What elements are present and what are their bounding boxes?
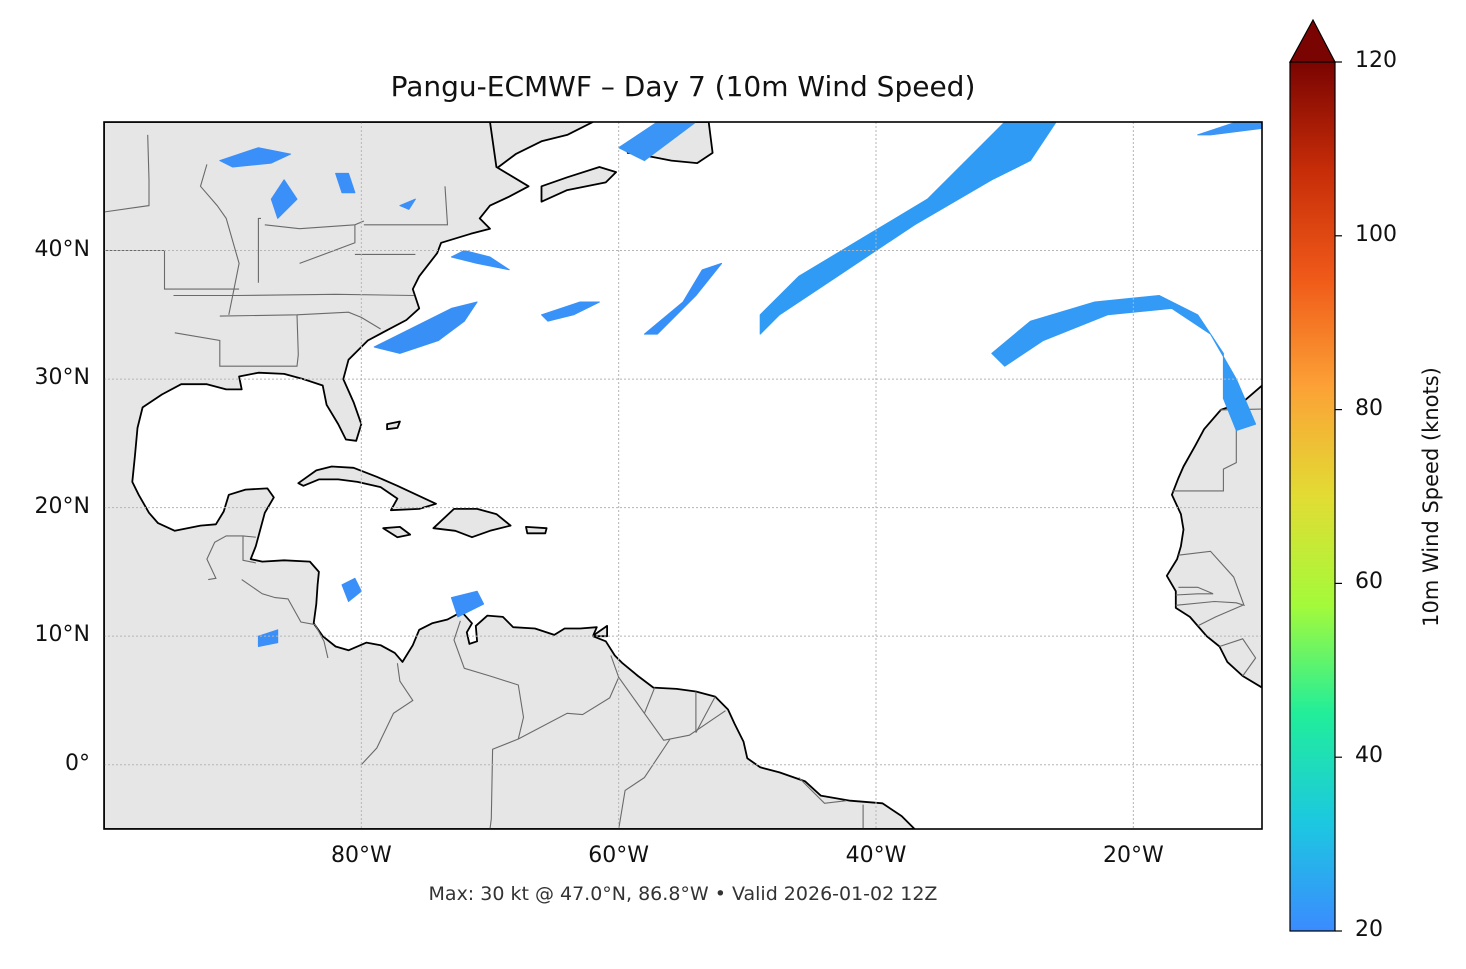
border-line <box>299 224 356 264</box>
border-line <box>104 249 240 290</box>
colorbar <box>1288 18 1342 932</box>
map-frame <box>103 121 1263 830</box>
border-line <box>798 777 847 804</box>
border-line <box>1197 604 1243 627</box>
wind-area-atlantic-patch <box>541 301 600 322</box>
land-layer <box>104 122 1262 829</box>
lat-tick-label: 30°N <box>34 365 90 391</box>
wind-area-caribbean-1 <box>450 590 485 618</box>
wind-area-off-new-england <box>450 250 510 271</box>
border-line <box>219 311 381 330</box>
colorbar-tick-label: 80 <box>1355 395 1383 421</box>
cuba <box>297 465 437 512</box>
border-line <box>174 314 299 367</box>
wind-area-great-lakes-2 <box>270 179 298 219</box>
wind-area-pacific-patch <box>257 629 279 647</box>
wind-area-great-lakes-4 <box>399 198 416 210</box>
border-line <box>242 535 256 564</box>
lat-tick-label: 0° <box>65 750 90 776</box>
border-line <box>104 134 150 213</box>
border-line <box>173 293 415 297</box>
africa <box>1165 384 1262 689</box>
trinidad <box>593 625 608 638</box>
border-line <box>695 696 716 733</box>
lon-tick-label: 80°W <box>330 843 392 868</box>
border-line <box>1175 586 1214 596</box>
lat-tick-label: 40°N <box>34 236 90 262</box>
colorbar-gradient <box>1289 61 1336 932</box>
wind-area-great-lakes-3 <box>335 172 356 194</box>
border-line <box>1219 638 1257 677</box>
border-line <box>518 655 620 740</box>
colorbar-label: 10m Wind Speed (knots) <box>1419 367 1443 627</box>
hispaniola <box>432 507 512 539</box>
border-line <box>360 663 414 766</box>
map-title: Pangu-ECMWF – Day 7 (10m Wind Speed) <box>390 70 976 103</box>
lon-tick-label: 60°W <box>588 843 650 868</box>
wind-area-mid-atlantic-streak <box>643 262 723 335</box>
state-border-layer <box>104 134 1262 829</box>
map-subtitle: Max: 30 kt @ 47.0°N, 86.8°W • Valid 2026… <box>428 883 938 905</box>
wind-area-eastern-canada-sea <box>618 122 697 162</box>
border-line <box>618 738 671 829</box>
wind-area-far-ne-patch <box>1197 122 1262 136</box>
border-line <box>453 620 525 829</box>
lat-tick-label: 10°N <box>34 622 90 648</box>
colorbar-tick-label: 60 <box>1355 569 1383 595</box>
border-line <box>264 220 365 230</box>
bahamas <box>386 420 401 431</box>
lon-tick-label: 40°W <box>845 843 907 868</box>
border-line <box>1175 550 1245 607</box>
colorbar-tick-label: 40 <box>1355 743 1383 769</box>
border-line <box>257 217 261 283</box>
lat-tick-label: 20°N <box>34 493 90 519</box>
wind-field-layer <box>219 122 1262 647</box>
gridlines <box>104 122 1262 829</box>
colorbar-extend-arrow <box>1288 18 1336 63</box>
border-line <box>199 164 240 315</box>
colorbar-tick-label: 100 <box>1355 221 1397 247</box>
jamaica <box>382 526 412 539</box>
wind-area-great-lakes-1 <box>219 147 292 168</box>
colorbar-tick-label: 120 <box>1355 48 1397 73</box>
puerto-rico <box>525 526 548 535</box>
border-line <box>363 186 449 226</box>
wind-area-north-atlantic-jet <box>759 122 1057 335</box>
lon-tick-label: 20°W <box>1102 843 1164 868</box>
us-east <box>104 122 916 829</box>
border-line <box>1171 430 1237 492</box>
wind-area-eastern-atlantic-arc <box>991 295 1257 431</box>
nova-scotia <box>540 166 617 203</box>
border-line <box>241 579 329 659</box>
colorbar-tick-label: 20 <box>1355 917 1383 942</box>
wind-area-off-carolinas <box>373 301 478 354</box>
border-line <box>618 676 726 741</box>
border-line <box>643 687 656 714</box>
